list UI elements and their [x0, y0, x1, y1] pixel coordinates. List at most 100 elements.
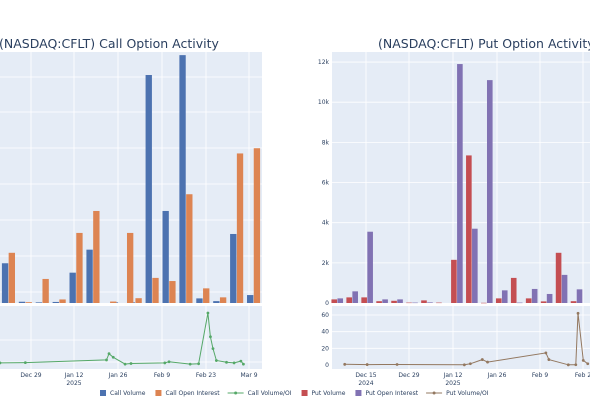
- put-bar-put-open-interest: [337, 298, 344, 303]
- put-ratio-plot-area: [332, 306, 590, 369]
- call-bar-call-open-interest: [76, 232, 83, 303]
- call-ratio-point: [242, 362, 245, 366]
- put-x-tick-label: Feb 2: [575, 372, 590, 379]
- put-x-tick-label: 2025: [445, 380, 460, 387]
- put-bar-put-open-interest: [486, 80, 493, 303]
- call-bars: [1, 55, 261, 304]
- legend-swatch: [100, 390, 106, 396]
- call-x-tick-label: Jan 26: [108, 372, 128, 379]
- call-ratio-point: [214, 359, 218, 362]
- call-bar-call-open-interest: [135, 298, 142, 303]
- call-ratio-plot-area: [0, 306, 262, 369]
- put-x-tick-label: Dec 29: [398, 372, 419, 379]
- put-bar-put-volume: [495, 298, 502, 303]
- put-bar-put-open-interest: [427, 302, 433, 303]
- call-x-tick-label: Feb 23: [196, 372, 216, 379]
- put-ratio-point: [586, 362, 590, 366]
- put-y-tick-label: 0: [325, 300, 329, 307]
- put-ratio-y-tick-labels: 0 20 40 60: [321, 312, 329, 369]
- call-bar-call-open-interest: [203, 288, 210, 303]
- call-ratio-point: [23, 361, 27, 365]
- put-y-tick-label: 4k: [322, 220, 330, 227]
- put-ratio-point: [574, 363, 578, 367]
- put-bar-put-volume: [510, 277, 517, 303]
- put-y-tick-label: 2k: [322, 260, 330, 267]
- put-ratio-point: [395, 363, 399, 366]
- put-bar-put-volume: [406, 302, 412, 304]
- put-x-tick-label: Jan 12: [443, 372, 463, 379]
- call-chart-title: (NASDAQ:CFLT) Call Option Activity: [0, 36, 219, 51]
- put-ratio-line: [343, 311, 590, 367]
- put-y-tick-labels: 0 2k 4k 6k 8k 10k 12k: [318, 59, 330, 307]
- call-x-tick-label: Feb 9: [154, 372, 171, 379]
- put-bar-put-volume: [421, 300, 427, 303]
- call-x-tick-label: Mar 9: [240, 372, 257, 379]
- call-bar-call-volume: [1, 263, 9, 303]
- put-ratio-point: [547, 358, 551, 361]
- call-bar-call-open-interest: [93, 210, 100, 303]
- call-bar-call-volume: [213, 301, 220, 303]
- put-ratio-point: [343, 362, 347, 366]
- call-x-tick-label: Dec 29: [20, 372, 41, 379]
- put-bar-put-open-interest: [397, 299, 403, 303]
- put-ratio-polyline: [344, 313, 589, 366]
- call-ratio-point: [232, 361, 236, 365]
- call-bar-call-volume: [246, 295, 254, 303]
- call-bar-call-open-interest: [25, 302, 32, 303]
- call-bar-call-volume: [196, 298, 203, 303]
- put-y-tick-label: 8k: [322, 139, 330, 146]
- call-ratio-point: [239, 359, 243, 363]
- call-ratio-point: [111, 355, 115, 359]
- call-bar-call-open-interest: [169, 281, 176, 303]
- put-ratio-point: [566, 363, 570, 367]
- legend-label: Put Volume/OI: [446, 390, 489, 397]
- legend-label: Call Volume/OI: [248, 390, 292, 397]
- put-bar-put-open-interest: [501, 290, 508, 303]
- put-bar-put-open-interest: [352, 291, 358, 303]
- put-bar-put-volume: [540, 301, 547, 303]
- legend-label: Put Open Interest: [365, 390, 418, 397]
- put-bar-put-open-interest: [561, 274, 568, 303]
- put-ratio-y-tick-label: 0: [325, 362, 329, 369]
- put-chart-title: (NASDAQ:CFLT) Put Option Activity: [378, 36, 590, 51]
- call-bar-call-volume: [69, 272, 76, 303]
- put-bar-put-open-interest: [457, 64, 463, 303]
- chart-legend: Call Volume Call Open Interest Call Volume…: [100, 390, 489, 397]
- put-bar-put-open-interest: [546, 293, 553, 303]
- put-bar-put-open-interest: [412, 302, 418, 304]
- call-bar-call-open-interest: [253, 148, 261, 303]
- call-bar-call-open-interest: [126, 232, 134, 303]
- call-ratio-point: [197, 362, 201, 366]
- call-bar-call-open-interest: [110, 301, 117, 303]
- call-ratio-point: [105, 358, 108, 362]
- call-bar-call-open-interest: [236, 153, 244, 303]
- put-ratio-point: [544, 351, 548, 355]
- call-ratio-point: [188, 362, 192, 366]
- put-x-tick-label: Dec 15: [355, 372, 376, 379]
- put-ratio-point: [480, 358, 484, 361]
- put-bar-put-volume: [346, 297, 353, 303]
- legend-marker: [234, 391, 238, 395]
- call-bar-call-open-interest: [186, 194, 193, 303]
- legend-swatch: [155, 390, 162, 396]
- call-ratio-point: [211, 347, 215, 351]
- put-y-tick-label: 6k: [322, 180, 330, 187]
- put-bars: [331, 64, 583, 304]
- legend-marker: [432, 391, 436, 395]
- call-bar-call-volume: [179, 55, 186, 304]
- call-ratio-point: [0, 361, 2, 365]
- put-bar-put-open-interest: [472, 228, 478, 303]
- call-bar-call-open-interest: [8, 252, 16, 303]
- call-bar-call-volume: [86, 249, 93, 303]
- put-ratio-y-tick-label: 40: [321, 329, 329, 336]
- call-bar-call-open-interest: [59, 299, 66, 303]
- put-bar-put-volume: [376, 301, 382, 303]
- call-bar-call-open-interest: [42, 278, 49, 303]
- put-bar-put-volume: [451, 259, 457, 303]
- put-x-tick-label: 2024: [358, 380, 373, 387]
- put-ratio-point: [486, 360, 489, 364]
- call-ratio-point: [129, 362, 133, 365]
